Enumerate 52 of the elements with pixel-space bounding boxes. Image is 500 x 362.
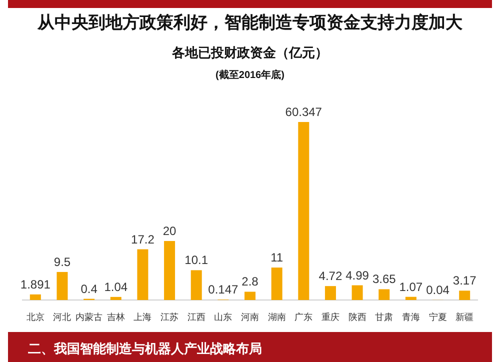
x-tick-label: 上海 bbox=[134, 312, 152, 322]
data-label: 10.1 bbox=[184, 253, 208, 268]
data-label: 9.5 bbox=[54, 254, 71, 269]
bar bbox=[405, 296, 416, 300]
chart-subtitle: 各地已投财政资金（亿元） bbox=[171, 45, 328, 60]
data-label: 0.4 bbox=[80, 282, 98, 296]
bar bbox=[110, 296, 122, 300]
x-tick-label: 河北 bbox=[53, 312, 72, 322]
data-label: 20 bbox=[162, 224, 177, 238]
bar bbox=[190, 270, 202, 300]
x-tick-label: 新疆 bbox=[456, 312, 474, 322]
text: 二、我国智能制造与机器人产业战略布局 bbox=[28, 341, 262, 356]
bar bbox=[244, 292, 256, 300]
data-label: 1.891 bbox=[20, 277, 51, 292]
bar bbox=[459, 290, 470, 300]
chart-title: 从中央到地方政策利好，智能制造专项资金支持力度加大 bbox=[36, 13, 464, 32]
x-tick-label: 青海 bbox=[402, 312, 420, 322]
x-tick-label: 吉林 bbox=[106, 312, 125, 322]
bar bbox=[30, 294, 41, 300]
bar bbox=[324, 286, 336, 300]
x-tick-label: 江西 bbox=[187, 312, 206, 322]
bar bbox=[378, 289, 390, 300]
data-label: 1.04 bbox=[104, 280, 128, 294]
x-tick-label: 宁夏 bbox=[428, 312, 447, 322]
bar bbox=[164, 241, 176, 300]
data-label: 4.99 bbox=[346, 268, 370, 282]
bar bbox=[271, 268, 282, 300]
data-label: 0.04 bbox=[426, 282, 450, 297]
x-tick-label: 内蒙古 bbox=[76, 312, 103, 322]
data-label: 0.147 bbox=[208, 282, 239, 297]
data-label: 11 bbox=[270, 250, 284, 265]
x-tick-label: 陕西 bbox=[348, 312, 366, 322]
bar bbox=[298, 122, 310, 300]
x-tick-label: 重庆 bbox=[321, 312, 340, 322]
x-tick-label: 北京 bbox=[26, 312, 44, 322]
data-label: 17.2 bbox=[131, 232, 155, 246]
data-label: 1.07 bbox=[399, 280, 423, 294]
bar bbox=[137, 249, 148, 300]
data-label: 3.65 bbox=[372, 272, 396, 286]
x-tick-label: 江苏 bbox=[160, 312, 179, 322]
x-tick-label: 山东 bbox=[214, 312, 232, 322]
text: (截至2016年底) bbox=[216, 69, 284, 81]
bar bbox=[56, 272, 68, 300]
x-tick-label: 甘肃 bbox=[375, 312, 394, 322]
x-tick-label: 河南 bbox=[241, 312, 259, 322]
data-label: 3.17 bbox=[452, 274, 477, 288]
data-label: 4.72 bbox=[318, 269, 342, 284]
x-tick-label: 湖南 bbox=[268, 312, 286, 322]
x-tick-label: 广东 bbox=[294, 312, 313, 322]
data-label: 60.347 bbox=[285, 105, 322, 119]
data-label: 2.8 bbox=[242, 274, 259, 289]
bar bbox=[352, 285, 363, 300]
